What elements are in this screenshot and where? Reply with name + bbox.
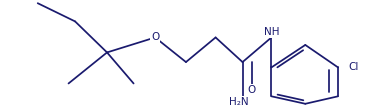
Text: NH: NH [264,27,279,37]
Text: O: O [151,32,159,42]
Text: O: O [247,85,255,95]
Text: H₂N: H₂N [229,97,248,107]
Text: Cl: Cl [348,62,359,72]
